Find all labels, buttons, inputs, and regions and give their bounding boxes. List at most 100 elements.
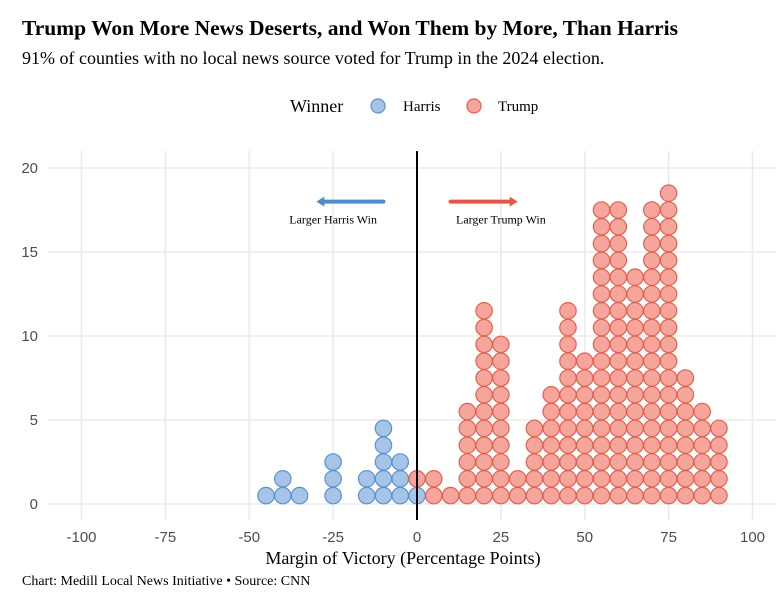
dot-trump (643, 251, 661, 270)
dot-trump (458, 486, 477, 505)
dot-trump (508, 469, 527, 488)
dot-trump (659, 251, 678, 270)
dot-trump (575, 486, 594, 505)
dot-trump (609, 335, 628, 354)
dot-trump (575, 352, 594, 370)
dot-trump (475, 469, 493, 488)
dot-trump (609, 402, 628, 421)
dot-harris (374, 486, 393, 505)
y-tick-label: 20 (21, 160, 38, 177)
dot-trump (542, 402, 560, 421)
dot-trump (609, 318, 628, 337)
dot-trump (475, 402, 493, 421)
dot-trump (542, 385, 560, 404)
dot-trump (475, 318, 493, 337)
annotation-label: Larger Trump Win (456, 212, 546, 226)
dot-trump (492, 352, 510, 370)
dot-trump (592, 369, 611, 387)
dot-harris (324, 469, 342, 488)
x-tick-label: 50 (576, 529, 593, 546)
dot-harris (357, 469, 376, 488)
dot-trump (609, 436, 628, 454)
dot-harris (391, 486, 410, 505)
dot-trump (592, 268, 611, 286)
dot-trump (592, 285, 611, 303)
dot-trump (659, 469, 678, 488)
dot-trump (575, 419, 594, 438)
dot-trump (659, 285, 678, 303)
dot-trump (643, 436, 661, 454)
dot-trump (492, 335, 510, 354)
dot-trump (626, 453, 644, 471)
dot-trump (676, 369, 695, 387)
dot-trump (626, 469, 644, 488)
dot-trump (659, 453, 678, 471)
dot-trump (659, 234, 678, 253)
dot-trump (643, 369, 661, 387)
dot-trump (659, 486, 678, 505)
x-axis-title: Margin of Victory (Percentage Points) (265, 548, 540, 569)
dot-trump (626, 301, 644, 320)
dot-trump (559, 453, 577, 471)
dot-trump (475, 335, 493, 354)
dot-trump (525, 453, 544, 471)
x-tick-label: -50 (238, 529, 260, 546)
dot-trump (659, 335, 678, 354)
dot-trump (592, 385, 611, 404)
dot-trump (693, 419, 711, 438)
dot-trump (492, 469, 510, 488)
dot-trump (592, 234, 611, 253)
dot-harris (374, 436, 393, 454)
dot-trump (492, 402, 510, 421)
dot-trump (492, 419, 510, 438)
x-tick-label: -75 (155, 529, 177, 546)
dot-trump (609, 301, 628, 320)
dot-harris (374, 469, 393, 488)
dot-harris (273, 469, 292, 488)
x-tick-label: 25 (493, 529, 510, 546)
dot-trump (659, 201, 678, 219)
dot-trump (659, 436, 678, 454)
dot-trump (542, 469, 560, 488)
dot-trump (643, 335, 661, 354)
dot-trump (458, 436, 477, 454)
dot-trump (609, 201, 628, 219)
y-tick-label: 10 (21, 328, 38, 345)
dot-trump (525, 419, 544, 438)
x-tick-label: 75 (660, 529, 677, 546)
dot-harris (290, 486, 309, 505)
dot-trump (659, 352, 678, 370)
dot-trump (609, 369, 628, 387)
dot-trump (659, 218, 678, 236)
chart-caption: Chart: Medill Local News Initiative • So… (22, 574, 311, 589)
dot-trump (676, 436, 695, 454)
dot-trump (492, 453, 510, 471)
dot-trump (626, 436, 644, 454)
dot-trump (643, 419, 661, 438)
dot-harris (374, 453, 393, 471)
dot-trump (626, 419, 644, 438)
dot-trump (559, 436, 577, 454)
dot-trump (693, 453, 711, 471)
dot-trump (592, 453, 611, 471)
dot-trump (643, 318, 661, 337)
dot-trump (676, 486, 695, 505)
dot-trump (609, 469, 628, 488)
dot-trump (575, 385, 594, 404)
dot-trump (592, 486, 611, 505)
dot-trump (559, 486, 577, 505)
dot-trump (575, 436, 594, 454)
dot-trump (659, 318, 678, 337)
dot-trump (575, 402, 594, 421)
dot-trump (626, 402, 644, 421)
dot-trump (542, 419, 560, 438)
dot-trump (609, 234, 628, 253)
dot-trump (609, 218, 628, 236)
dot-trump (458, 469, 477, 488)
dot-trump (559, 318, 577, 337)
dot-trump (592, 251, 611, 270)
dot-trump (424, 486, 443, 505)
dot-harris (257, 486, 275, 505)
dot-trump (508, 486, 527, 505)
